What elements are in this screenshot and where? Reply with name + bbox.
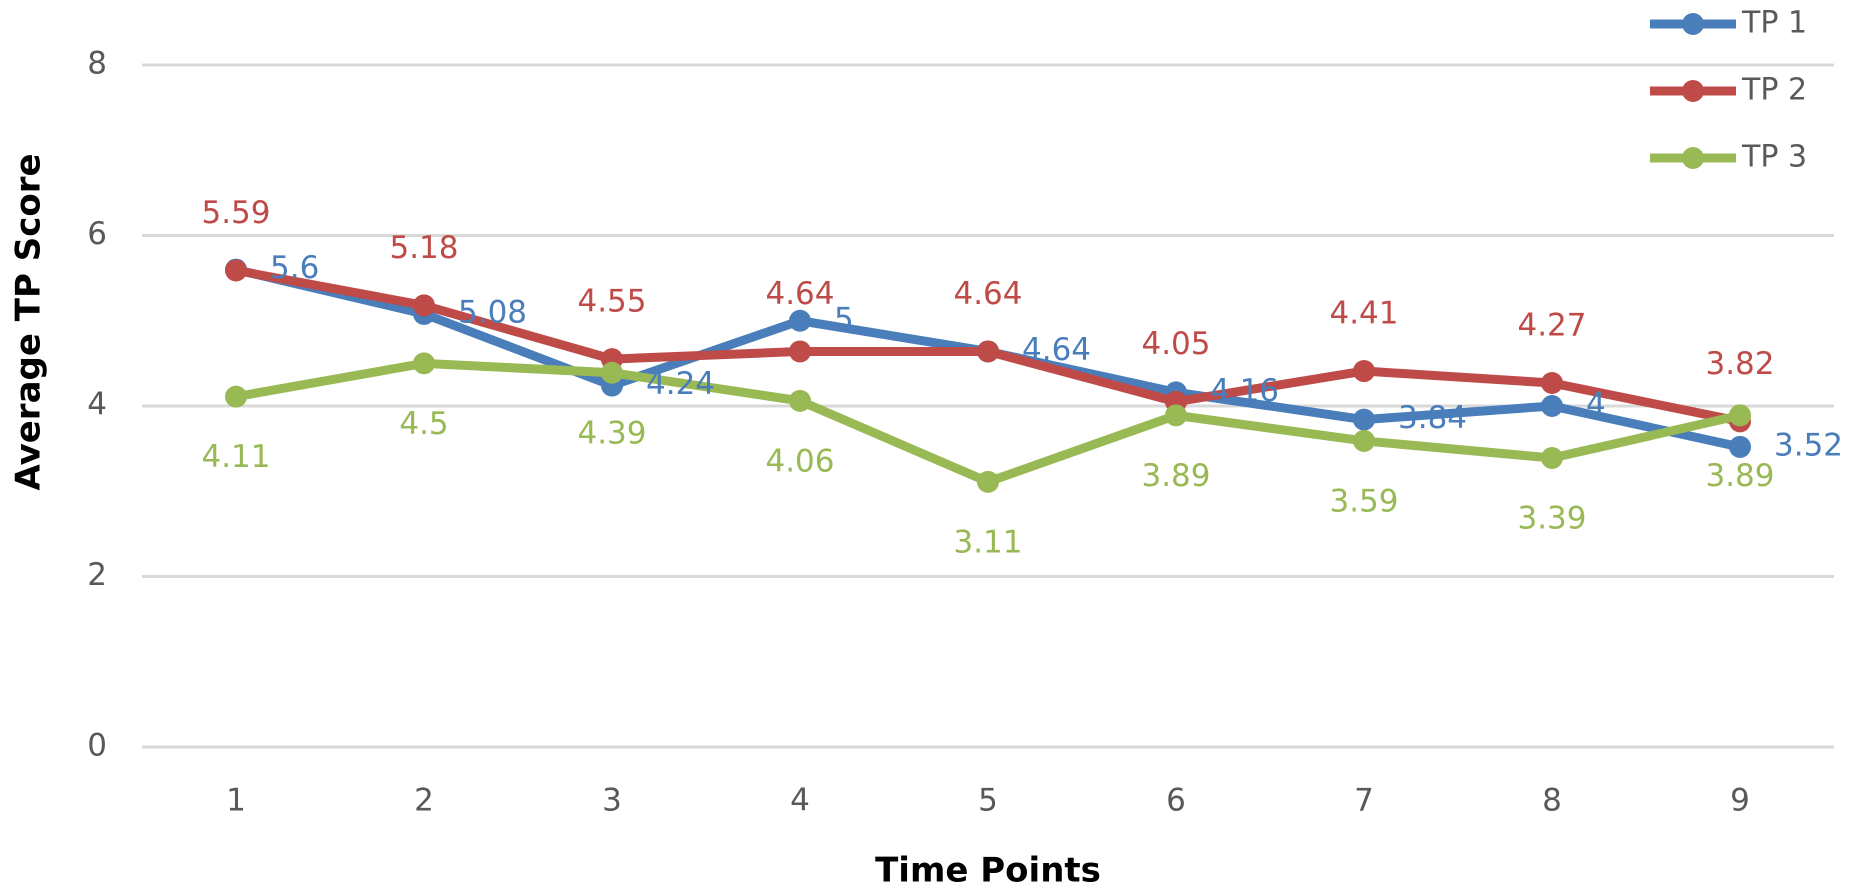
data-label: 4.06 [765, 443, 834, 479]
x-tick-label: 2 [414, 783, 434, 819]
data-label: 3.11 [953, 524, 1022, 560]
point [977, 470, 999, 493]
point [977, 340, 999, 363]
legend-label: TP 2 [1741, 73, 1807, 108]
point [413, 352, 435, 375]
point [1729, 435, 1751, 458]
data-label: 4.11 [201, 439, 270, 475]
legend-marker [1682, 147, 1704, 169]
y-tick-label: 8 [87, 46, 107, 82]
data-label: 4.64 [953, 276, 1022, 312]
data-label: 3.82 [1705, 346, 1774, 382]
x-tick-label: 6 [1166, 783, 1186, 819]
data-label: 4.05 [1141, 326, 1210, 362]
x-tick-label: 3 [602, 783, 622, 819]
point [789, 309, 811, 332]
point [225, 385, 247, 408]
y-tick-label: 4 [87, 387, 107, 423]
data-label: 4.16 [1210, 373, 1279, 409]
data-label: 3.59 [1329, 483, 1398, 519]
x-tick-label: 9 [1730, 783, 1750, 819]
point [225, 259, 247, 282]
data-label: 3.89 [1705, 458, 1774, 494]
data-label: 4.41 [1329, 296, 1398, 332]
data-label: 4.64 [1022, 332, 1091, 368]
data-label: 5.59 [201, 195, 270, 231]
point [1541, 447, 1563, 470]
data-label: 4 [1586, 387, 1606, 423]
point [413, 294, 435, 317]
data-label: 5.18 [389, 230, 458, 266]
data-label: 3.52 [1774, 427, 1843, 463]
point [789, 340, 811, 363]
data-label: 3.39 [1517, 501, 1586, 537]
data-label: 3.84 [1398, 400, 1467, 436]
legend-marker [1682, 13, 1704, 35]
data-label: 5.6 [270, 250, 319, 286]
x-tick-label: 8 [1542, 783, 1562, 819]
point [1353, 360, 1375, 383]
data-label: 4.55 [577, 284, 646, 320]
data-label: 3.89 [1141, 458, 1210, 494]
data-label: 5 [834, 301, 854, 337]
x-tick-label: 1 [226, 783, 246, 819]
x-tick-label: 7 [1354, 783, 1374, 819]
x-tick-label: 5 [978, 783, 998, 819]
point [1353, 429, 1375, 452]
point [601, 361, 623, 384]
point [1353, 408, 1375, 431]
point [789, 389, 811, 412]
data-label: 4.39 [577, 415, 646, 451]
data-label: 4.64 [765, 276, 834, 312]
data-label: 5.08 [458, 294, 527, 330]
point [1541, 395, 1563, 417]
legend-label: TP 1 [1741, 6, 1807, 41]
x-axis-title: Time Points [875, 851, 1101, 891]
data-label: 4.5 [399, 406, 448, 442]
point [1165, 404, 1187, 427]
legend-marker [1682, 80, 1704, 102]
y-tick-label: 0 [87, 728, 107, 764]
x-tick-label: 4 [790, 783, 810, 819]
legend-label: TP 3 [1741, 140, 1807, 175]
point [1729, 404, 1751, 427]
data-label: 4.27 [1517, 307, 1586, 343]
y-tick-label: 6 [87, 216, 107, 252]
y-axis-title: Average TP Score [9, 153, 49, 490]
point [1541, 371, 1563, 394]
y-tick-label: 2 [87, 557, 107, 593]
data-label: 4.24 [646, 366, 715, 402]
